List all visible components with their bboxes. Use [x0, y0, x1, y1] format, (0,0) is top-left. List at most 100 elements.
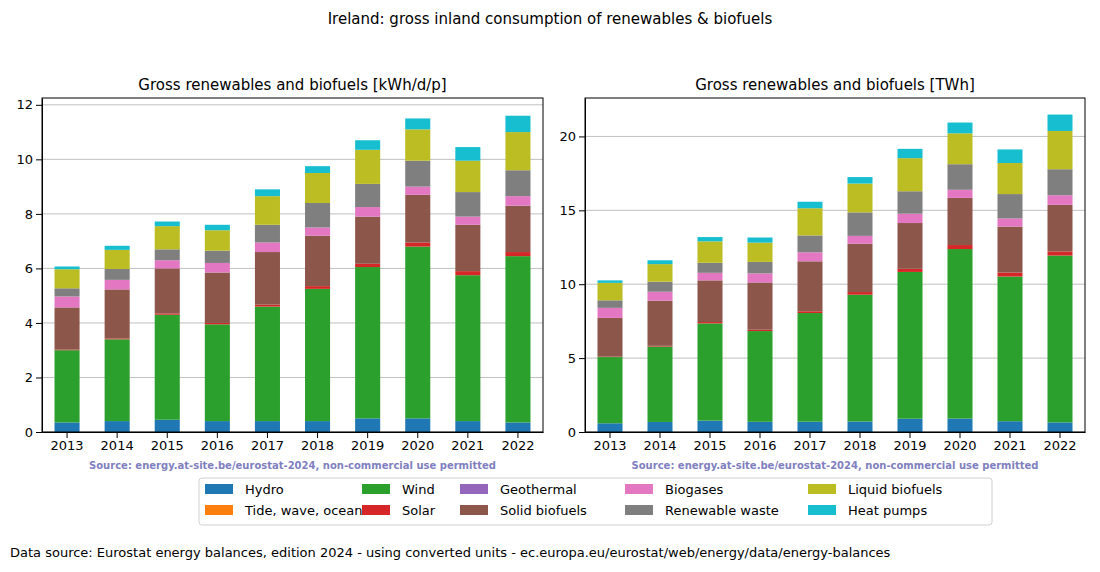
legend-label: Heat pumps [848, 503, 927, 518]
legend-item: Biogases [625, 482, 723, 497]
legend-swatch [808, 505, 836, 515]
figure-title: Ireland: gross inland consumption of ren… [328, 10, 773, 28]
bar [1048, 422, 1073, 432]
tick-mark [579, 210, 585, 211]
legend: HydroTide, wave, oceanWindSolarGeotherma… [199, 478, 992, 525]
bar [455, 161, 480, 192]
tick-mark [517, 432, 518, 438]
tick: 10 [16, 152, 42, 167]
bar [948, 419, 973, 432]
legend-swatch [460, 484, 488, 494]
legend-label: Solar [402, 503, 436, 518]
tick-mark [36, 159, 42, 160]
tick-mark [367, 432, 368, 438]
bar [155, 260, 180, 268]
subplot: 0510152020132014201520162017201820192020… [559, 76, 1085, 471]
bar [105, 289, 130, 338]
bar [898, 214, 923, 223]
bar [698, 322, 723, 323]
tick-label: 6 [25, 261, 33, 276]
x-axis: 2013201420152016201720182019202020212022 [586, 432, 1086, 453]
tick: 6 [25, 261, 42, 276]
bar [898, 269, 923, 272]
bar [55, 307, 80, 349]
bar [505, 132, 530, 170]
bar [155, 420, 180, 432]
bar [898, 191, 923, 213]
bar [898, 419, 923, 432]
bar [998, 227, 1023, 273]
legend-item: Heat pumps [808, 503, 927, 518]
legend-item: Solar [362, 503, 436, 518]
tick: 5 [568, 351, 585, 366]
bar [698, 263, 723, 273]
bar [305, 286, 330, 289]
tick-mark [710, 432, 711, 438]
legend-label: Solid biofuels [500, 503, 587, 518]
tick-label: 2014 [643, 438, 676, 453]
tick-label: 2020 [943, 438, 976, 453]
tick-label: 10 [16, 152, 33, 167]
legend-swatch [205, 484, 233, 494]
bar [255, 307, 280, 422]
subplot: 0246810122013201420152016201720182019202… [16, 76, 543, 471]
chart-title: Gross renewables and biofuels [TWh] [695, 76, 975, 94]
tick: 2018 [843, 432, 876, 453]
bar [105, 269, 130, 280]
bar [948, 164, 973, 190]
tick-label: 2022 [1043, 438, 1076, 453]
bar [998, 149, 1023, 163]
grid-line [585, 136, 1085, 137]
bar [355, 267, 380, 418]
bar [405, 247, 430, 419]
tick: 0 [568, 425, 585, 440]
bar [898, 158, 923, 191]
bar [848, 422, 873, 432]
tick-mark [117, 432, 118, 438]
bar [255, 243, 280, 253]
tick-mark [579, 284, 585, 285]
tick-label: 2019 [893, 438, 926, 453]
series [598, 198, 1073, 357]
tick-label: 0 [568, 425, 576, 440]
tick: 10 [559, 277, 585, 292]
tick: 2020 [401, 432, 434, 453]
legend-swatch [625, 505, 653, 515]
bar [648, 282, 673, 292]
bar [455, 225, 480, 271]
bar [798, 252, 823, 261]
chart-title: Gross renewables and biofuels [kWh/d/p] [138, 76, 446, 94]
legend-item: Liquid biofuels [808, 482, 943, 497]
bar [748, 331, 773, 422]
bar [648, 301, 673, 346]
legend-swatch [808, 484, 836, 494]
tick: 2016 [743, 432, 776, 453]
bar [748, 262, 773, 274]
bar [848, 184, 873, 213]
tick: 2013 [51, 432, 84, 453]
bar [255, 196, 280, 225]
bar [105, 339, 130, 421]
bar [948, 133, 973, 164]
bar [1048, 169, 1073, 195]
tick: 2013 [593, 432, 626, 453]
bar [155, 315, 180, 420]
tick: 2015 [151, 432, 184, 453]
bar [598, 300, 623, 308]
bar [205, 324, 230, 421]
tick-label: 2019 [351, 438, 384, 453]
tick-label: 0 [25, 425, 33, 440]
tick: 2 [25, 370, 42, 385]
tick-label: 2013 [593, 438, 626, 453]
legend-label: Liquid biofuels [848, 482, 943, 497]
tick: 0 [25, 425, 42, 440]
series [55, 161, 531, 297]
tick-mark [67, 432, 68, 438]
tick-mark [1010, 432, 1011, 438]
tick-label: 2016 [743, 438, 776, 453]
bar [848, 212, 873, 235]
bar [205, 272, 230, 322]
series [55, 187, 531, 308]
tick-mark [36, 323, 42, 324]
bar [748, 243, 773, 262]
